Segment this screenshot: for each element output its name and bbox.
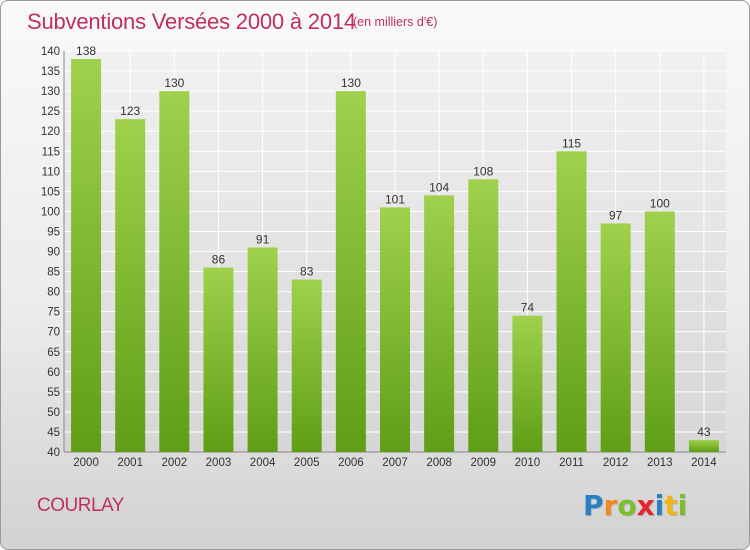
x-tick-label: 2004: [250, 457, 276, 469]
data-label-2003: 86: [212, 253, 226, 267]
bar-2014: [688, 439, 719, 452]
bar-2013: [644, 211, 675, 452]
x-tick-label: 2003: [206, 457, 232, 469]
y-tick-label: 90: [47, 247, 60, 259]
data-label-2002: 130: [164, 76, 184, 90]
bar-2002: [159, 91, 190, 452]
data-label-2008: 104: [429, 180, 449, 194]
y-tick-label: 60: [47, 367, 60, 379]
x-tick-label: 2000: [73, 457, 99, 469]
bar-2011: [556, 151, 587, 452]
commune-name: COURLAY: [37, 495, 124, 516]
bar-2010: [512, 315, 543, 452]
y-tick-label: 135: [41, 66, 60, 78]
data-label-2005: 83: [300, 265, 314, 279]
axis-layer: 40 45 50 55 60 65 70 75 80 85 90 95 100 105 110 115 120 1…: [41, 46, 726, 469]
y-tick-label: 120: [41, 126, 60, 138]
y-tick-label: 80: [47, 287, 60, 299]
x-tick-label: 2009: [470, 457, 496, 469]
data-label-2001: 123: [120, 104, 140, 118]
x-tick-label: 2008: [426, 457, 452, 469]
x-tick-label: 2010: [515, 457, 541, 469]
x-tick-label: 2002: [162, 457, 188, 469]
x-tick-label: 2013: [647, 457, 673, 469]
x-tick-label: 2001: [117, 457, 143, 469]
brand-logo-letter: i: [654, 489, 665, 522]
bar-2009: [468, 179, 499, 452]
data-label-2009: 108: [473, 164, 493, 178]
y-tick-label: 140: [41, 46, 60, 58]
y-tick-label: 85: [47, 267, 60, 279]
bar-2004: [247, 247, 278, 452]
x-tick-label: 2005: [294, 457, 320, 469]
bar-2005: [291, 279, 322, 452]
data-label-2006: 130: [341, 76, 361, 90]
data-label-2000: 138: [76, 44, 96, 58]
y-tick-label: 50: [47, 407, 60, 419]
brand-logo-letter: o: [617, 489, 637, 522]
data-label-2012: 97: [609, 208, 623, 222]
bar-2012: [600, 223, 631, 452]
bar-2008: [424, 195, 455, 453]
data-label-2010: 74: [521, 301, 535, 315]
brand-logo: Proxiti: [583, 489, 687, 522]
data-label-2014: 43: [697, 425, 711, 439]
brand-logo-letter: x: [636, 489, 655, 522]
data-label-2004: 91: [256, 232, 270, 246]
x-tick-label: 2006: [338, 457, 364, 469]
data-label-2011: 115: [562, 136, 581, 150]
bar-layer: 138 123 130 86 91 83 130 101 104 108 74 115 97 100 43: [71, 44, 719, 453]
y-tick-label: 100: [41, 206, 60, 218]
y-tick-label: 115: [42, 146, 60, 158]
y-tick-label: 125: [41, 106, 60, 118]
brand-logo-letter: i: [677, 489, 688, 522]
brand-logo-letter: t: [664, 489, 678, 522]
bar-2001: [115, 119, 146, 453]
y-tick-label: 110: [42, 166, 60, 178]
bar-2000: [71, 59, 102, 453]
y-tick-label: 70: [47, 327, 60, 339]
chart-title: Subventions Versées 2000 à 2014: [27, 9, 356, 34]
data-label-2013: 100: [650, 196, 670, 210]
chart-subtitle: (en milliers d'€): [353, 15, 438, 29]
y-tick-label: 105: [41, 186, 60, 198]
y-tick-label: 65: [47, 347, 60, 359]
bar-2007: [380, 207, 410, 452]
y-tick-label: 95: [47, 226, 60, 238]
brand-logo-letter: P: [583, 489, 604, 522]
y-tick-label: 40: [47, 447, 60, 459]
y-tick-label: 75: [47, 307, 60, 319]
x-tick-label: 2014: [691, 457, 717, 469]
data-label-2007: 101: [385, 192, 405, 206]
x-tick-label: 2011: [559, 457, 584, 469]
bar-2006: [335, 91, 366, 452]
x-tick-label: 2007: [382, 457, 408, 469]
y-tick-label: 55: [47, 387, 60, 399]
x-tick-label: 2012: [603, 457, 629, 469]
bar-2003: [203, 267, 234, 452]
y-tick-label: 130: [41, 86, 60, 98]
brand-logo-letter: r: [603, 489, 618, 522]
y-tick-label: 45: [47, 427, 60, 439]
